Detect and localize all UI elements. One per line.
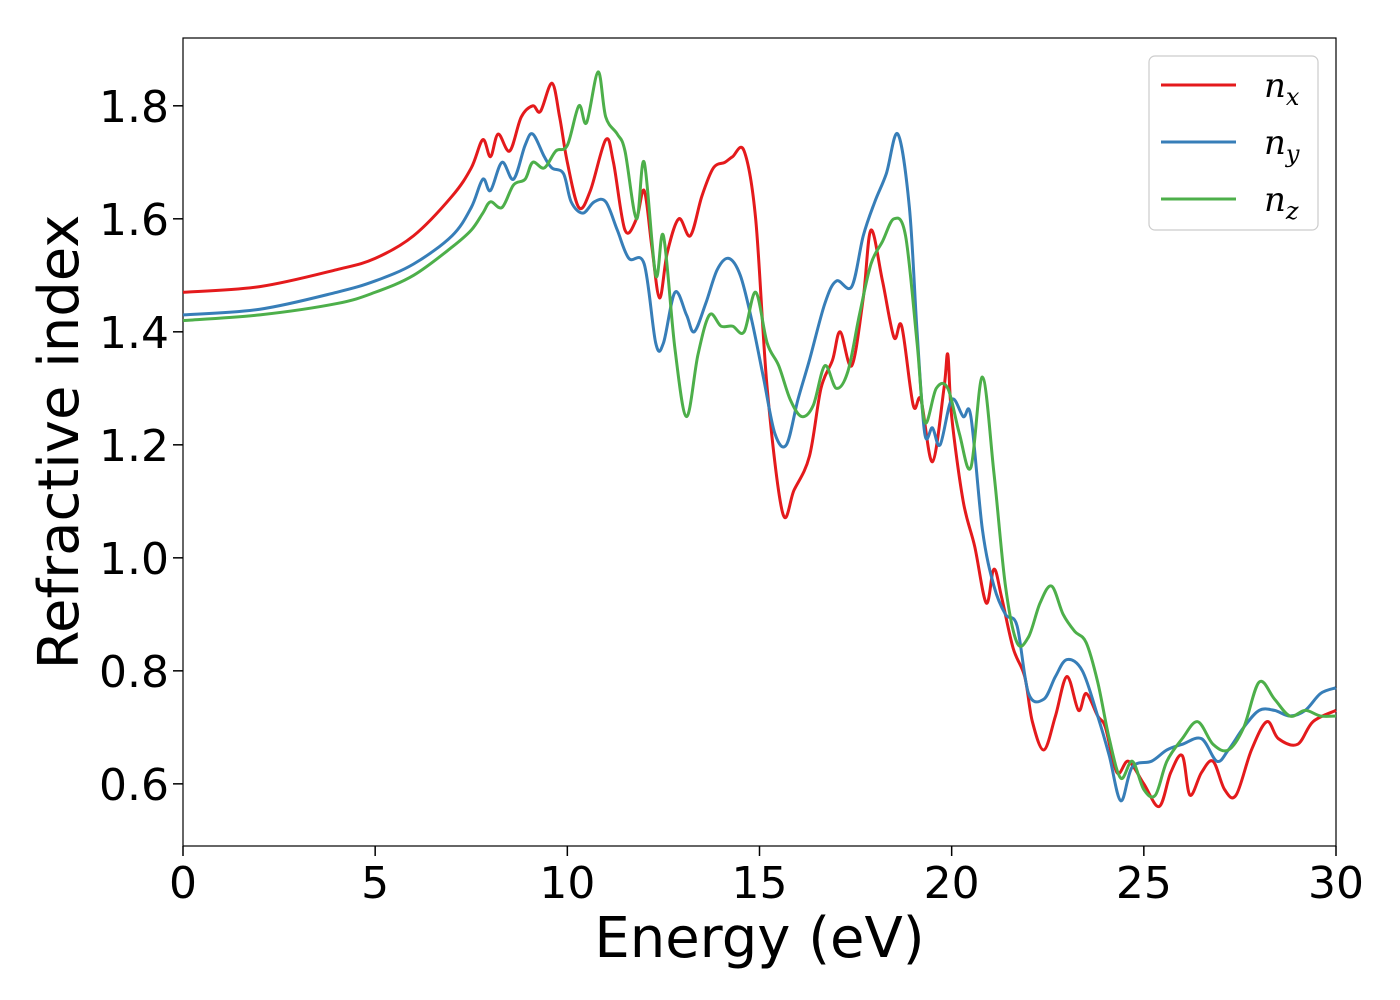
y-tick-label: 1.2 [99, 421, 169, 472]
legend-label-main: n [1264, 123, 1286, 163]
y-tick-label: 1.4 [99, 308, 169, 359]
x-tick-label: 20 [924, 858, 980, 909]
legend-label-main: n [1264, 180, 1286, 220]
y-tick-label: 1.8 [99, 82, 169, 133]
legend-label-sub: z [1285, 197, 1299, 225]
y-tick-label: 1.6 [99, 195, 169, 246]
y-tick-label: 0.8 [99, 647, 169, 698]
x-axis-label: Energy (eV) [594, 906, 924, 971]
x-tick-label: 30 [1308, 858, 1364, 909]
y-axis-ticks: 0.6 0.8 1.0 1.2 1.4 1.6 1.8 [99, 82, 183, 811]
y-tick-label: 0.6 [99, 760, 169, 811]
legend-label-sub: x [1286, 83, 1300, 111]
y-axis-label: Refractive index [27, 215, 92, 670]
y-tick-label: 1.0 [99, 534, 169, 585]
series-line-n-y [182, 132, 1337, 803]
legend-label: ny [1264, 123, 1300, 168]
legend-label-sub: y [1285, 140, 1300, 168]
series-line-n-z [182, 70, 1337, 799]
x-tick-label: 5 [361, 858, 389, 909]
x-tick-label: 15 [732, 858, 788, 909]
x-axis-ticks: 0 5 10 15 20 25 30 [169, 846, 1364, 909]
x-tick-label: 25 [1116, 858, 1172, 909]
legend-label: nx [1264, 66, 1300, 111]
x-tick-label: 10 [539, 858, 595, 909]
legend-label: nz [1264, 180, 1299, 225]
series-layer [182, 70, 1337, 808]
legend-label-main: n [1264, 66, 1286, 106]
x-tick-label: 0 [169, 858, 197, 909]
